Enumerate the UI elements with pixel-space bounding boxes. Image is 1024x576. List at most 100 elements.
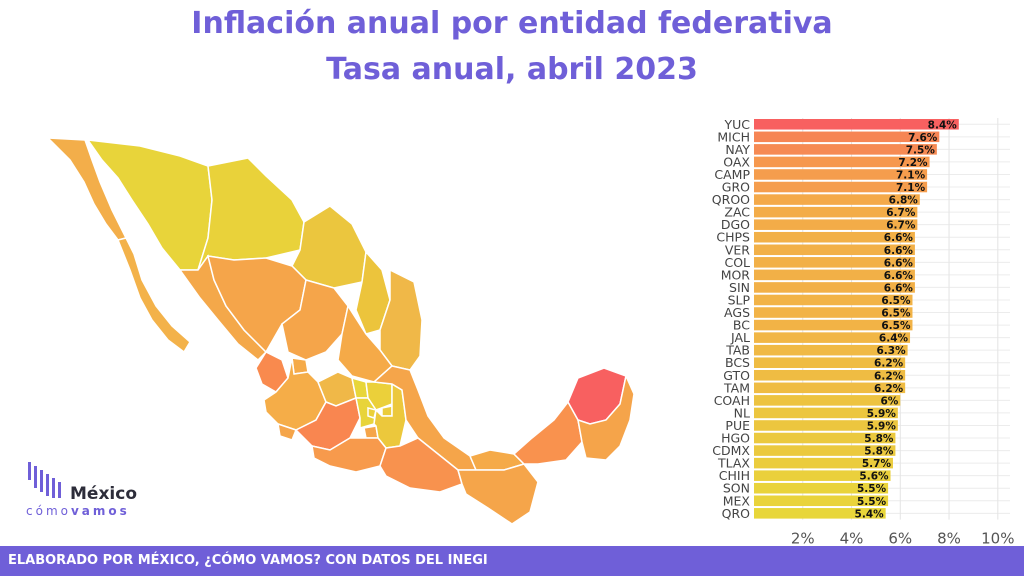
- bar: [754, 294, 913, 306]
- category-label: DGO: [721, 217, 750, 232]
- data-label: 6.2%: [874, 383, 904, 395]
- data-label: 5.9%: [867, 420, 897, 432]
- x-tick-label: 4%: [840, 530, 864, 546]
- map-state-bcs: [116, 237, 191, 354]
- bar: [754, 119, 959, 130]
- footer-credit: ELABORADO POR MÉXICO, ¿CÓMO VAMOS? CON D…: [0, 546, 1024, 576]
- data-label: 5.9%: [867, 408, 897, 420]
- logo-sub-light: cómo: [26, 504, 71, 518]
- bar: [754, 382, 906, 394]
- category-label: ZAC: [724, 205, 750, 220]
- bar: [754, 307, 913, 318]
- data-label: 5.7%: [862, 458, 892, 470]
- bar: [754, 269, 915, 281]
- data-label: 7.2%: [898, 157, 928, 169]
- data-label: 6.8%: [889, 195, 919, 207]
- category-label: TLAX: [717, 456, 750, 471]
- category-label: CAMP: [714, 167, 750, 182]
- bar: [754, 257, 915, 268]
- category-label: TAB: [725, 343, 750, 358]
- x-tick-label: 2%: [791, 530, 815, 546]
- bar: [754, 144, 937, 155]
- data-label: 5.8%: [864, 446, 894, 458]
- bar: [754, 131, 940, 143]
- category-label: BC: [733, 318, 750, 333]
- bar: [754, 282, 915, 293]
- data-label: 6.3%: [876, 345, 906, 357]
- bar: [754, 219, 918, 230]
- data-label: 5.6%: [859, 471, 889, 483]
- data-label: 6.6%: [884, 232, 914, 244]
- data-label: 6.4%: [879, 333, 909, 345]
- x-tick-label: 8%: [937, 530, 961, 546]
- bar: [754, 206, 918, 218]
- x-tick-label: 10%: [981, 530, 1014, 546]
- category-label: GTO: [723, 368, 750, 383]
- data-label: 7.6%: [908, 132, 938, 144]
- map-state-coah: [291, 205, 367, 289]
- bar: [754, 332, 911, 343]
- category-label: QRO: [722, 506, 751, 521]
- category-label: QROO: [712, 192, 750, 207]
- map-state-qroo: [577, 373, 635, 461]
- map-state-cdmx: [367, 407, 377, 419]
- data-label: 6.7%: [886, 207, 916, 219]
- category-label: SLP: [728, 292, 751, 307]
- category-label: CDMX: [712, 443, 750, 458]
- data-label: 5.5%: [857, 483, 887, 495]
- data-label: 6%: [880, 395, 898, 407]
- category-label: COL: [724, 255, 750, 270]
- category-label: VER: [725, 242, 750, 257]
- bar: [754, 407, 898, 419]
- bar: [754, 495, 889, 507]
- map-state-camp: [512, 400, 583, 465]
- bar: [754, 470, 891, 481]
- map-state-chps: [457, 463, 539, 525]
- mexico-como-vamos-logo: México cómovamos: [26, 458, 156, 518]
- data-label: 6.5%: [881, 308, 911, 320]
- chart-subtitle: Tasa anual, abril 2023: [326, 52, 698, 87]
- category-label: COAH: [714, 393, 750, 408]
- chart-title: Inflación anual por entidad federativa: [191, 6, 833, 41]
- bar: [754, 231, 915, 243]
- bar: [754, 482, 889, 494]
- data-label: 7.5%: [906, 144, 936, 156]
- data-label: 6.2%: [874, 358, 904, 370]
- mexico-map: [46, 137, 635, 525]
- data-label: 5.4%: [855, 508, 885, 520]
- bar: [754, 457, 893, 469]
- data-label: 6.5%: [881, 295, 911, 307]
- bar: [754, 194, 920, 205]
- data-label: 5.8%: [864, 433, 894, 445]
- data-label: 7.1%: [896, 182, 926, 194]
- category-label: TAM: [723, 380, 750, 395]
- category-label: YUC: [723, 117, 750, 132]
- logo-main-text: México: [70, 484, 137, 504]
- category-label: SIN: [729, 280, 750, 295]
- data-label: 6.7%: [886, 220, 916, 232]
- data-label: 8.4%: [928, 119, 958, 131]
- data-label: 6.2%: [874, 370, 904, 382]
- bar: [754, 319, 913, 331]
- category-label: NL: [734, 405, 750, 420]
- data-label: 6.6%: [884, 257, 914, 269]
- category-label: SON: [723, 481, 750, 496]
- bar: [754, 344, 908, 356]
- logo-sub-text: cómovamos: [26, 504, 130, 518]
- data-label: 5.5%: [857, 496, 887, 508]
- category-label: GRO: [722, 180, 750, 195]
- map-state-zac: [281, 279, 349, 361]
- category-label: AGS: [724, 305, 750, 320]
- logo-sub-bold: vamos: [70, 504, 130, 518]
- category-label: NAY: [725, 142, 750, 157]
- bar: [754, 156, 930, 168]
- category-label: CHIH: [719, 468, 750, 483]
- bar-chart: YUC 8.4% MICH 7.6% NAY 7.5% OAX 7.2% CAMP 7.1% GRO…: [712, 117, 1015, 546]
- map-state-tlax: [381, 405, 393, 417]
- category-label: JAL: [730, 330, 750, 345]
- category-label: MOR: [721, 267, 751, 282]
- category-label: MEX: [723, 493, 751, 508]
- x-tick-label: 6%: [888, 530, 912, 546]
- data-label: 7.1%: [896, 169, 926, 181]
- bar: [754, 181, 928, 193]
